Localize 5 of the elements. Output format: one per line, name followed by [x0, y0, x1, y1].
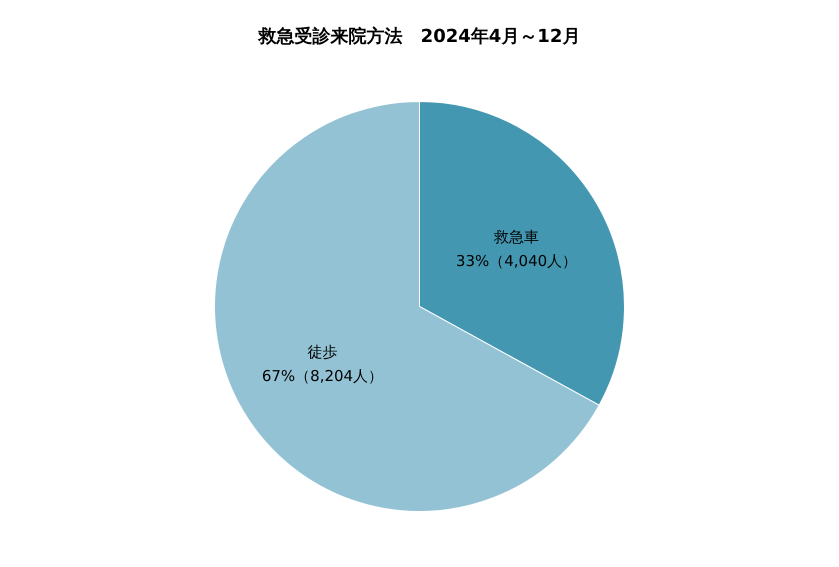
data-label: 67%（8,204人） [262, 366, 384, 385]
chart-title: 救急受診来院方法 2024年4月～12月 [258, 26, 580, 47]
data-label: 33%（4,040人） [456, 252, 578, 270]
slice-label: 救急車 [493, 228, 540, 246]
slice-label: 徒歩 [307, 342, 338, 361]
